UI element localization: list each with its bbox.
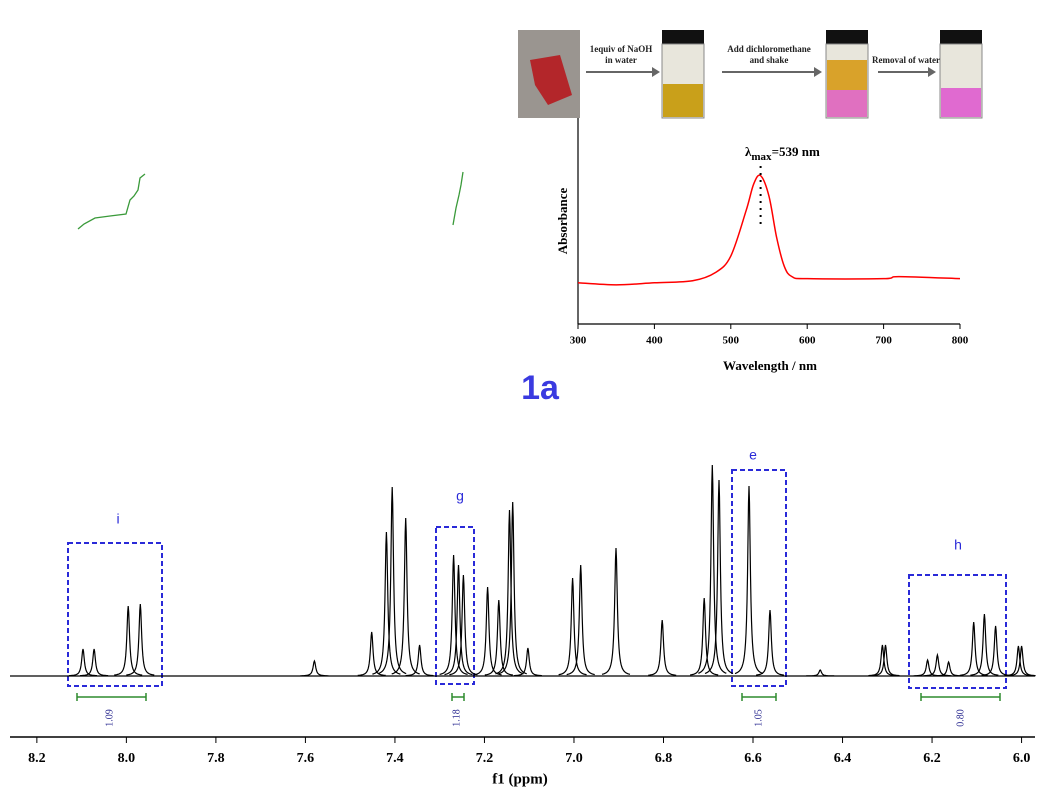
peak (449, 574, 478, 676)
x-tick-label: 6.0 (1013, 751, 1031, 766)
peak (601, 547, 631, 675)
region-label: e (749, 447, 757, 463)
peak (68, 648, 98, 677)
annotation-symbol: λ (745, 144, 752, 159)
integration-label: 0.80 (955, 709, 966, 727)
peak (513, 647, 542, 677)
peak (648, 619, 677, 676)
integration-label: 1.05 (753, 709, 764, 727)
region-box (67, 542, 163, 687)
step-label: in water (605, 55, 637, 65)
vial-liquid (663, 84, 703, 117)
peak (981, 625, 1010, 676)
peak (300, 659, 329, 677)
peak (79, 648, 109, 677)
peak (126, 603, 155, 676)
peak (484, 599, 513, 676)
integration-label: 1.18 (451, 709, 462, 727)
peak (357, 631, 386, 676)
peak (806, 669, 835, 677)
peak (756, 609, 784, 676)
peak (405, 644, 434, 677)
region-box (435, 526, 475, 685)
peak (391, 517, 420, 675)
peak (698, 464, 727, 674)
annotation-text: =539 nm (772, 144, 820, 159)
x-tick-label: 8.0 (118, 751, 136, 766)
vial-liquid (827, 90, 867, 117)
x-tick-label: 6.2 (923, 751, 941, 766)
x-tick-label: 7.4 (386, 751, 404, 766)
x-tick-label: 7.8 (207, 751, 225, 766)
peak (498, 501, 527, 675)
step-label: Add dichloromethane (727, 44, 811, 54)
x-axis-label: Wavelength / nm (723, 358, 817, 373)
vial-cap (940, 30, 982, 44)
integral-curve (452, 171, 464, 226)
peak (439, 554, 468, 675)
peak (934, 660, 963, 677)
peak (495, 509, 524, 675)
region-label: i (116, 511, 119, 527)
peak (704, 479, 734, 675)
x-tick-label: 800 (952, 335, 969, 347)
arrow-head (928, 67, 936, 77)
x-tick-label: 700 (875, 335, 892, 347)
integral-curve (77, 173, 146, 230)
peak (734, 485, 764, 675)
x-axis-label: f1 (ppm) (492, 771, 547, 787)
peak (377, 486, 407, 675)
vial-liquid (827, 60, 867, 90)
vial-cap (826, 30, 868, 44)
peak (970, 613, 999, 676)
integration-label: 1.09 (104, 709, 115, 727)
peak (558, 577, 587, 676)
peak (959, 621, 988, 676)
step-label: Removal of water (872, 55, 940, 65)
x-tick-label: 6.6 (744, 751, 762, 766)
step-label: and shake (750, 55, 789, 65)
x-tick-label: 7.0 (565, 751, 583, 766)
powder (530, 55, 572, 105)
region-label: g (456, 488, 464, 504)
x-tick-label: 7.2 (476, 751, 494, 766)
x-tick-label: 7.6 (297, 751, 315, 766)
region-box (731, 469, 787, 687)
region-label: h (954, 537, 962, 553)
peak (114, 605, 143, 676)
arrow-head (814, 67, 822, 77)
vial-cap (662, 30, 704, 44)
peak (1007, 645, 1036, 677)
peak (566, 564, 595, 676)
region-box (908, 574, 1007, 689)
scheme: 1equiv of NaOH in water Add dichlorometh… (518, 30, 983, 119)
annotation-subscript: max (751, 151, 772, 163)
integration-brackets: 1.09 1.18 1.05 0.80 (76, 693, 1001, 727)
absorbance-line (577, 174, 961, 286)
x-tick-label: 400 (646, 335, 663, 347)
x-tick-label: 6.4 (834, 751, 852, 766)
y-axis-label: Absorbance (555, 188, 570, 255)
step-label: 1equiv of NaOH (590, 44, 653, 54)
vial-liquid (941, 88, 981, 117)
compound-label: 1a (521, 369, 560, 407)
x-tick-label: 600 (799, 335, 816, 347)
arrow-head (652, 67, 660, 77)
peak (690, 597, 719, 676)
x-tick-label: 6.8 (655, 751, 673, 766)
annotation: λmax=539 nm (745, 144, 820, 163)
peak (871, 644, 900, 677)
peak (923, 652, 952, 677)
x-tick-label: 300 (570, 335, 587, 347)
x-tick-label: 8.2 (28, 751, 46, 766)
x-tick-label: 500 (723, 335, 740, 347)
peak (444, 564, 473, 676)
